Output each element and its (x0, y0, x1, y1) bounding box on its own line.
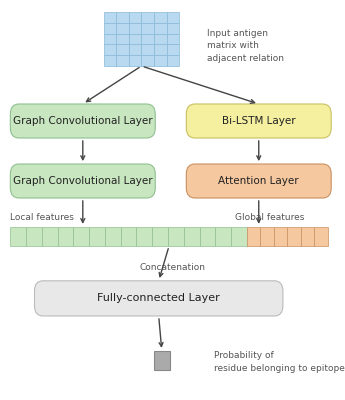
Bar (168, 227, 184, 246)
Bar (104, 55, 116, 66)
Bar (152, 227, 168, 246)
Bar (184, 227, 199, 246)
Bar (274, 227, 287, 246)
Bar (42, 227, 58, 246)
Bar (301, 227, 314, 246)
Bar (129, 12, 141, 23)
Bar (167, 12, 179, 23)
FancyBboxPatch shape (186, 104, 331, 138)
Text: Probability of
residue belonging to epitope: Probability of residue belonging to epit… (214, 351, 345, 373)
Bar (137, 227, 152, 246)
Bar (104, 44, 116, 55)
Bar (215, 227, 231, 246)
Bar (129, 23, 141, 34)
Text: Input antigen
matrix with
adjacent relation: Input antigen matrix with adjacent relat… (207, 29, 284, 63)
Bar (104, 23, 116, 34)
Bar (287, 227, 301, 246)
Bar (116, 44, 129, 55)
Bar (121, 227, 137, 246)
Text: Graph Convolutional Layer: Graph Convolutional Layer (13, 116, 152, 126)
Bar (154, 34, 167, 44)
Bar (167, 55, 179, 66)
FancyBboxPatch shape (186, 164, 331, 198)
Bar (167, 44, 179, 55)
Bar (104, 34, 116, 44)
Bar (116, 34, 129, 44)
Bar (247, 227, 260, 246)
Bar (73, 227, 89, 246)
Bar (141, 34, 154, 44)
Bar (10, 227, 26, 246)
Bar (167, 34, 179, 44)
Text: Local features: Local features (10, 213, 74, 222)
Bar (129, 34, 141, 44)
Bar (141, 23, 154, 34)
Bar (104, 12, 116, 23)
Bar (154, 12, 167, 23)
Bar (260, 227, 274, 246)
FancyBboxPatch shape (10, 164, 155, 198)
Text: Graph Convolutional Layer: Graph Convolutional Layer (13, 176, 152, 186)
Bar (314, 227, 328, 246)
Bar (89, 227, 105, 246)
Bar (116, 55, 129, 66)
FancyBboxPatch shape (34, 281, 283, 316)
Bar (58, 227, 73, 246)
FancyBboxPatch shape (10, 104, 155, 138)
Text: Global features: Global features (235, 213, 304, 222)
Bar (129, 44, 141, 55)
Bar (26, 227, 42, 246)
Bar (116, 12, 129, 23)
Bar (154, 55, 167, 66)
Bar (116, 23, 129, 34)
Bar (199, 227, 215, 246)
Text: Bi-LSTM Layer: Bi-LSTM Layer (222, 116, 296, 126)
Bar (154, 44, 167, 55)
Text: Attention Layer: Attention Layer (218, 176, 299, 186)
Bar (154, 351, 170, 370)
Bar (141, 12, 154, 23)
Bar (231, 227, 247, 246)
Bar (129, 55, 141, 66)
Bar (105, 227, 121, 246)
Bar (154, 23, 167, 34)
Text: Concatenation: Concatenation (139, 263, 206, 272)
Bar (167, 23, 179, 34)
Bar (141, 55, 154, 66)
Bar (141, 44, 154, 55)
Text: Fully-connected Layer: Fully-connected Layer (97, 294, 220, 303)
